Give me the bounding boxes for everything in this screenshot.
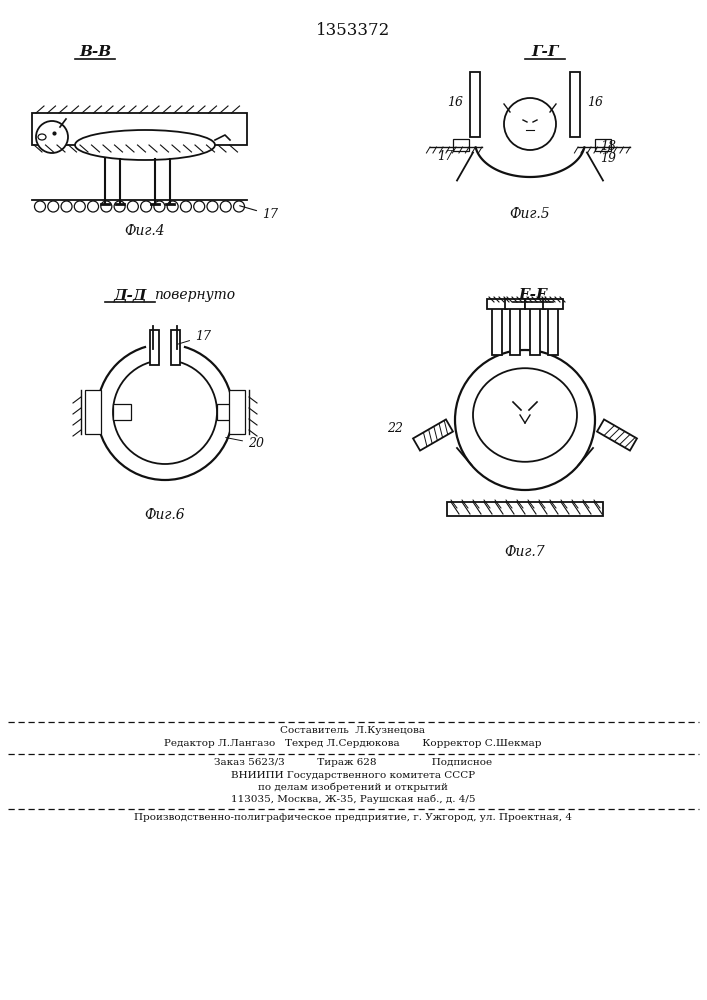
Polygon shape (597, 419, 637, 451)
Text: 17: 17 (240, 206, 278, 221)
Bar (453, 139, 469, 151)
Text: по делам изобретений и открытий: по делам изобретений и открытий (258, 783, 448, 792)
Text: Производственно-полиграфическое предприятие, г. Ужгород, ул. Проектная, 4: Производственно-полиграфическое предприя… (134, 813, 572, 822)
Text: 16: 16 (587, 96, 603, 108)
Bar (525, 299, 545, 309)
Wedge shape (147, 342, 183, 412)
Circle shape (504, 98, 556, 150)
Text: 20: 20 (226, 437, 264, 450)
Circle shape (97, 344, 233, 480)
Bar (470, 72, 480, 137)
Text: повернуто: повернуто (154, 288, 235, 302)
Text: Г-Г: Г-Г (532, 45, 559, 59)
Bar (505, 299, 525, 309)
Text: ВНИИПИ Государственного комитета СССР: ВНИИПИ Государственного комитета СССР (231, 771, 475, 780)
Text: Редактор Л.Лангазо   Техред Л.Сердюкова       Корректор С.Шекмар: Редактор Л.Лангазо Техред Л.Сердюкова Ко… (164, 739, 542, 748)
Bar (217, 404, 235, 420)
Text: Д-Д: Д-Д (113, 288, 146, 302)
Text: В-В: В-В (79, 45, 111, 59)
Bar (510, 305, 520, 355)
Text: Составитель  Л.Кузнецова: Составитель Л.Кузнецова (281, 726, 426, 735)
Bar (530, 305, 540, 355)
Text: Фиг.5: Фиг.5 (510, 207, 550, 221)
Circle shape (455, 350, 595, 490)
Bar (32, 113, 247, 145)
Bar (150, 330, 159, 365)
Bar (447, 502, 603, 516)
Bar (595, 139, 611, 151)
Text: Заказ 5623/3          Тираж 628                 Подписное: Заказ 5623/3 Тираж 628 Подписное (214, 758, 492, 767)
Text: Фиг.4: Фиг.4 (124, 224, 165, 238)
Text: 22: 22 (387, 422, 403, 434)
Bar (229, 390, 245, 434)
Text: Фиг.6: Фиг.6 (145, 508, 185, 522)
Ellipse shape (473, 368, 577, 462)
Ellipse shape (75, 130, 215, 160)
Bar (492, 305, 502, 355)
Text: 17: 17 (437, 149, 453, 162)
Bar (113, 404, 131, 420)
Bar (543, 299, 563, 309)
Bar (487, 299, 507, 309)
Text: 1353372: 1353372 (316, 22, 390, 39)
Text: Е-Е: Е-Е (518, 288, 548, 302)
Text: 16: 16 (447, 96, 463, 108)
Bar (171, 330, 180, 365)
Text: 113035, Москва, Ж-35, Раушская наб., д. 4/5: 113035, Москва, Ж-35, Раушская наб., д. … (230, 795, 475, 804)
Polygon shape (413, 419, 453, 451)
Circle shape (36, 121, 68, 153)
Bar (85, 390, 101, 434)
Text: 18: 18 (600, 140, 616, 153)
Bar (570, 72, 580, 137)
Circle shape (113, 360, 217, 464)
Bar (548, 305, 558, 355)
Ellipse shape (38, 134, 46, 140)
Text: 19: 19 (600, 152, 616, 165)
Text: 17: 17 (177, 330, 211, 344)
Text: Фиг.7: Фиг.7 (505, 545, 545, 559)
